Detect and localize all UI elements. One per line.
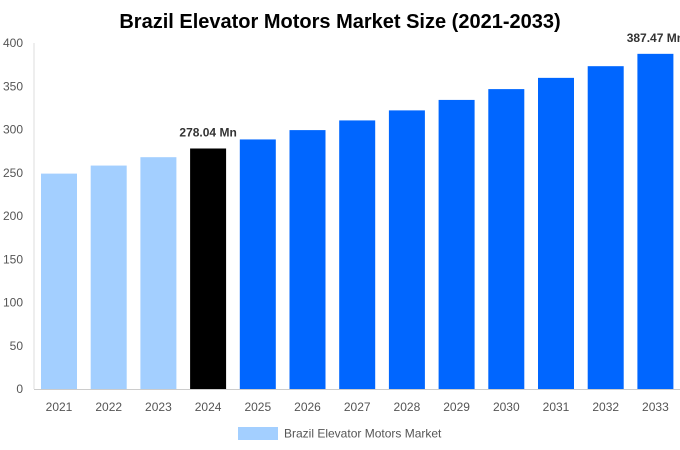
bar-2025 [239, 139, 276, 389]
bar-2032 [587, 66, 624, 389]
x-tick-label: 2025 [244, 400, 271, 414]
y-tick-label: 200 [3, 209, 23, 223]
bar-2022 [90, 165, 127, 389]
y-tick-label: 150 [3, 252, 23, 266]
x-tick-label: 2029 [443, 400, 470, 414]
bar-2021 [41, 173, 77, 389]
data-label: 278.04 Mn [179, 125, 236, 139]
x-tick-label: 2024 [195, 400, 222, 414]
legend-label: Brazil Elevator Motors Market [284, 427, 442, 441]
x-tick-label: 2032 [592, 400, 619, 414]
bar-2033 [637, 53, 674, 390]
bar-2028 [388, 110, 425, 390]
x-tick-label: 2027 [344, 400, 371, 414]
x-tick-label: 2030 [493, 400, 520, 414]
x-tick-label: 2023 [145, 400, 172, 414]
x-tick-label: 2028 [394, 400, 421, 414]
x-tick-label: 2021 [46, 400, 73, 414]
x-tick-label: 2033 [642, 400, 669, 414]
bar-2031 [538, 77, 574, 389]
bar-2023 [140, 157, 177, 389]
x-tick-label: 2031 [543, 400, 570, 414]
y-tick-label: 400 [3, 36, 23, 50]
data-label: 387.47 Mn [627, 31, 680, 45]
y-tick-label: 0 [16, 382, 23, 396]
legend: Brazil Elevator Motors Market [238, 427, 442, 441]
y-tick-label: 50 [10, 339, 24, 353]
y-tick-label: 250 [3, 166, 23, 180]
bar-2026 [289, 130, 326, 389]
y-tick-label: 350 [3, 79, 23, 93]
bar-2024 [190, 148, 227, 389]
chart-title: Brazil Elevator Motors Market Size (2021… [119, 11, 560, 33]
bar-2029 [438, 99, 475, 390]
x-tick-label: 2022 [95, 400, 122, 414]
y-tick-label: 100 [3, 296, 23, 310]
y-tick-label: 300 [3, 123, 23, 137]
bar-2030 [488, 89, 525, 390]
bar-2027 [339, 120, 376, 389]
x-tick-label: 2026 [294, 400, 321, 414]
legend-swatch [238, 427, 278, 440]
